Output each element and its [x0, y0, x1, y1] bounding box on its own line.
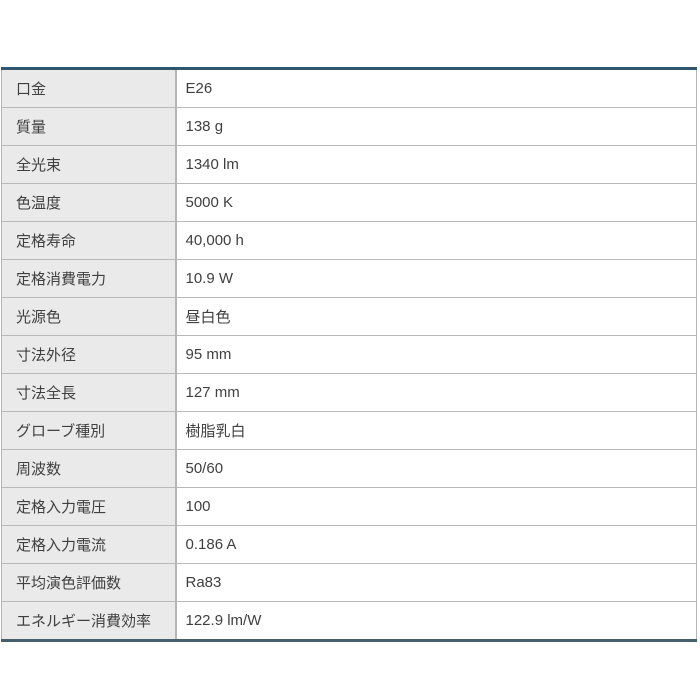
spec-value: 138 g	[175, 107, 697, 146]
spec-label: 質量	[1, 107, 177, 146]
spec-label: 寸法全長	[1, 373, 177, 412]
table-row: 口金 E26	[1, 68, 697, 108]
spec-label: 口金	[1, 68, 177, 108]
table-row: 寸法外径 95 mm	[1, 335, 697, 374]
spec-value: 100	[175, 487, 697, 526]
table-row: 周波数 50/60	[1, 449, 697, 488]
table-row: 平均演色評価数 Ra83	[1, 563, 697, 602]
spec-value: 40,000 h	[175, 221, 697, 260]
spec-label: 色温度	[1, 183, 177, 222]
spec-value: E26	[175, 68, 697, 108]
spec-value: 50/60	[175, 449, 697, 488]
spec-value: 122.9 lm/W	[175, 601, 697, 641]
spec-value: 127 mm	[175, 373, 697, 412]
table-row: エネルギー消費効率 122.9 lm/W	[1, 601, 697, 641]
table-row: 質量 138 g	[1, 107, 697, 146]
table-row: 定格消費電力 10.9 W	[1, 259, 697, 298]
spec-label: グローブ種別	[1, 411, 177, 450]
spec-label: 定格入力電流	[1, 525, 177, 564]
spec-value: 昼白色	[175, 297, 697, 336]
table-row: 寸法全長 127 mm	[1, 373, 697, 412]
spec-value: 10.9 W	[175, 259, 697, 298]
spec-value: 0.186 A	[175, 525, 697, 564]
table-row: 定格入力電流 0.186 A	[1, 525, 697, 564]
table-row: 色温度 5000 K	[1, 183, 697, 222]
table-row: 全光束 1340 lm	[1, 145, 697, 184]
spec-value: 樹脂乳白	[175, 411, 697, 450]
table-row: グローブ種別 樹脂乳白	[1, 411, 697, 450]
spec-value: Ra83	[175, 563, 697, 602]
table-row: 定格寿命 40,000 h	[1, 221, 697, 260]
spec-value: 5000 K	[175, 183, 697, 222]
spec-table-body: 口金 E26 質量 138 g 全光束 1340 lm 色温度 5000 K 定格寿命 40,00…	[1, 68, 697, 641]
spec-label: 平均演色評価数	[1, 563, 177, 602]
table-row: 定格入力電圧 100	[1, 487, 697, 526]
spec-label: 定格入力電圧	[1, 487, 177, 526]
spec-value: 1340 lm	[175, 145, 697, 184]
spec-label: 周波数	[1, 449, 177, 488]
spec-label: 寸法外径	[1, 335, 177, 374]
spec-value: 95 mm	[175, 335, 697, 374]
spec-label: 定格消費電力	[1, 259, 177, 298]
spec-label: 全光束	[1, 145, 177, 184]
spec-label: 光源色	[1, 297, 177, 336]
spec-table: 口金 E26 質量 138 g 全光束 1340 lm 色温度 5000 K 定格寿命 40,00…	[1, 67, 697, 642]
spec-label: エネルギー消費効率	[1, 601, 177, 641]
table-row: 光源色 昼白色	[1, 297, 697, 336]
spec-label: 定格寿命	[1, 221, 177, 260]
